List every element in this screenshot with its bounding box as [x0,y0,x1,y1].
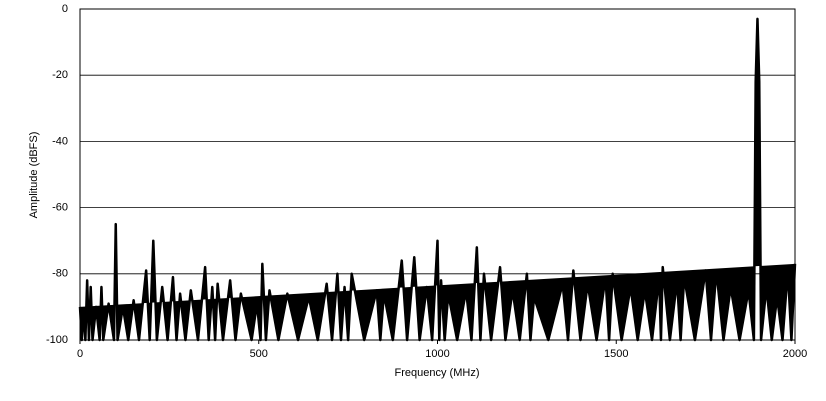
x-tick-label: 1500 [604,348,628,360]
y-tick-label: -60 [52,202,68,214]
x-axis-label: Frequency (MHz) [395,367,480,379]
x-tick-label: 1000 [425,348,449,360]
y-axis-label: Amplitude (dBFS) [28,132,40,219]
plot-frame [79,8,796,341]
y-tick-label: -80 [52,268,68,280]
y-tick-label: -20 [52,69,68,81]
y-tick-label: -40 [52,135,68,147]
x-tick-label: 0 [77,348,83,360]
x-tick-label: 500 [250,348,268,360]
y-tick-label: -100 [46,334,68,346]
spectrum-line [78,17,797,342]
y-tick-label: 0 [62,3,68,15]
x-tick-label: 2000 [783,348,807,360]
